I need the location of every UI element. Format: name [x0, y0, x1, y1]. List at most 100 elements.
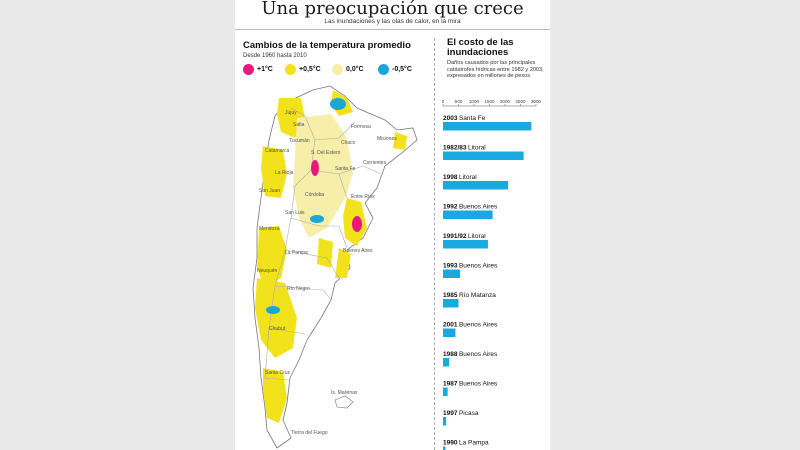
header-divider: [235, 29, 550, 30]
neutral-area: [293, 114, 353, 238]
legend-item-plus-one: +1°C: [243, 64, 273, 75]
bar-label-place: Buenos Aires: [459, 263, 498, 270]
malvinas-islands: [334, 395, 354, 409]
bar-label-place: Litoral: [468, 145, 486, 152]
bar-label-place: Río Matanza: [459, 292, 496, 299]
bar-label-place: Santa Fe: [459, 115, 486, 122]
x-tick-label: 1000: [469, 99, 480, 104]
cooling-area-chubut: [266, 306, 280, 314]
x-tick-label: 500: [455, 99, 463, 104]
infographic-sheet: Una preocupación que crece Las inundacio…: [235, 0, 550, 450]
bar-label: 1985 Río Matanza: [443, 292, 496, 299]
bar: [443, 417, 447, 426]
warming-area: [255, 278, 297, 358]
page-subtitle: Las inundaciones y las olas de calor, en…: [324, 18, 461, 25]
bar-label-year: 2001: [443, 322, 458, 329]
warming-area: [261, 146, 287, 198]
bar-label: 1991/92 Litoral: [443, 233, 486, 240]
legend-item-plus-half: +0,5°C: [285, 64, 321, 75]
bar-label: 1993 Buenos Aires: [443, 263, 498, 270]
map-label-santa-fe: Santa Fe: [335, 166, 356, 172]
x-tick-label: 2000: [500, 99, 511, 104]
bar-label-place: Buenos Aires: [459, 204, 498, 211]
map-label-tierra-del-fuego: Tierra del Fuego: [291, 430, 328, 436]
warming-area: [257, 226, 287, 288]
bar-label-year: 1987: [443, 381, 458, 388]
bar: [443, 446, 446, 450]
bar-label-place: La Pampa: [459, 440, 489, 447]
map-label-misiones: Misiones: [377, 136, 397, 142]
bar-label-year: 2003: [443, 115, 458, 122]
map-label-mendoza: Mendoza: [259, 226, 280, 232]
bar: [443, 328, 456, 337]
hotspot-entre-rios: [352, 216, 362, 232]
map-label-entre-rios: Entre Ríos: [351, 194, 375, 200]
bar: [443, 387, 448, 396]
x-tick-label: 0: [442, 99, 445, 104]
legend-swatch: [332, 64, 343, 75]
bar-label-year: 1993: [443, 263, 458, 270]
map-label-chaco: Chaco: [341, 140, 356, 146]
floods-heading: El costo de las inundaciones: [447, 37, 514, 58]
map-label-malvinas: Is. Malvinas: [331, 390, 358, 396]
hotspot-santiago: [311, 160, 319, 176]
legend-label: -0,5°C: [392, 66, 412, 73]
warming-area: [393, 132, 407, 150]
bar-label-place: Picasa: [459, 410, 479, 417]
bar-label-year: 1998: [443, 174, 458, 181]
warming-area: [335, 248, 351, 278]
map-label-jujuy: Jujuy: [285, 110, 297, 116]
legend-swatch: [243, 64, 254, 75]
bar: [443, 181, 509, 190]
legend-label: +1°C: [257, 66, 273, 73]
bar-label-place: Litoral: [459, 174, 477, 181]
bar-label-place: Buenos Aires: [459, 322, 498, 329]
x-tick-label: 3000: [531, 99, 542, 104]
bar-label-year: 1990: [443, 440, 458, 447]
bar-label-place: Buenos Aires: [459, 381, 498, 388]
bar-label: 1990 La Pampa: [443, 440, 489, 447]
argentina-map: Jujuy Salta Formosa Tucumán Catamarca S.…: [252, 85, 418, 449]
bar-label-year: 1992: [443, 204, 458, 211]
legend-label: 0,0°C: [346, 66, 364, 73]
map-label-neuquen: Neuquén: [257, 268, 278, 274]
column-divider: [434, 38, 435, 450]
map-label-salta: Salta: [293, 122, 305, 128]
bar-label-year: 1991/92: [443, 233, 467, 240]
legend-item-minus-half: -0,5°C: [378, 64, 412, 75]
map-label-cordoba: Córdoba: [305, 192, 324, 198]
map-label-santiago: S. Del Estero: [311, 150, 341, 156]
bar-label: 1992 Buenos Aires: [443, 204, 498, 211]
flood-cost-chart: 0 500 1000 1500 2000 2500 3000 2003 Santa Fe 1982…: [442, 99, 542, 450]
bar: [443, 358, 450, 367]
warming-area: [263, 368, 287, 423]
bar-label-year: 1997: [443, 410, 458, 417]
bar-label-year: 1988: [443, 351, 458, 358]
floods-description: Daños causados por las principales catás…: [447, 60, 544, 80]
bar-label: 1997 Picasa: [443, 410, 479, 417]
bar-label-place: Litoral: [468, 233, 486, 240]
page-title: Una preocupación que crece: [261, 0, 524, 19]
map-label-chubut: Chubut: [269, 326, 286, 332]
temperature-period: Desde 1960 hasta 2010: [243, 53, 307, 59]
bar-label-year: 1985: [443, 292, 458, 299]
bar: [443, 151, 524, 160]
map-label-formosa: Formosa: [351, 124, 371, 130]
bar-label: 1988 Buenos Aires: [443, 351, 498, 358]
bar-label-year: 1982/83: [443, 145, 467, 152]
map-label-corrientes: Corrientes: [363, 160, 387, 166]
map-label-san-luis: San Luis: [285, 210, 305, 216]
map-label-buenos-aires: Buenos Aires: [343, 248, 373, 254]
bar-label: 2003 Santa Fe: [443, 115, 486, 122]
warming-area: [317, 238, 333, 268]
cooling-area-formosa: [330, 98, 346, 110]
bar: [443, 299, 459, 308]
bar-label: 2001 Buenos Aires: [443, 322, 498, 329]
legend-swatch: [285, 64, 296, 75]
x-tick-label: 2500: [515, 99, 526, 104]
legend-item-zero: 0,0°C: [332, 64, 364, 75]
bar: [443, 269, 461, 278]
bar-label: 1998 Litoral: [443, 174, 477, 181]
bar-label: 1982/83 Litoral: [443, 145, 486, 152]
map-label-rio-negro: Río Negro: [287, 286, 310, 292]
